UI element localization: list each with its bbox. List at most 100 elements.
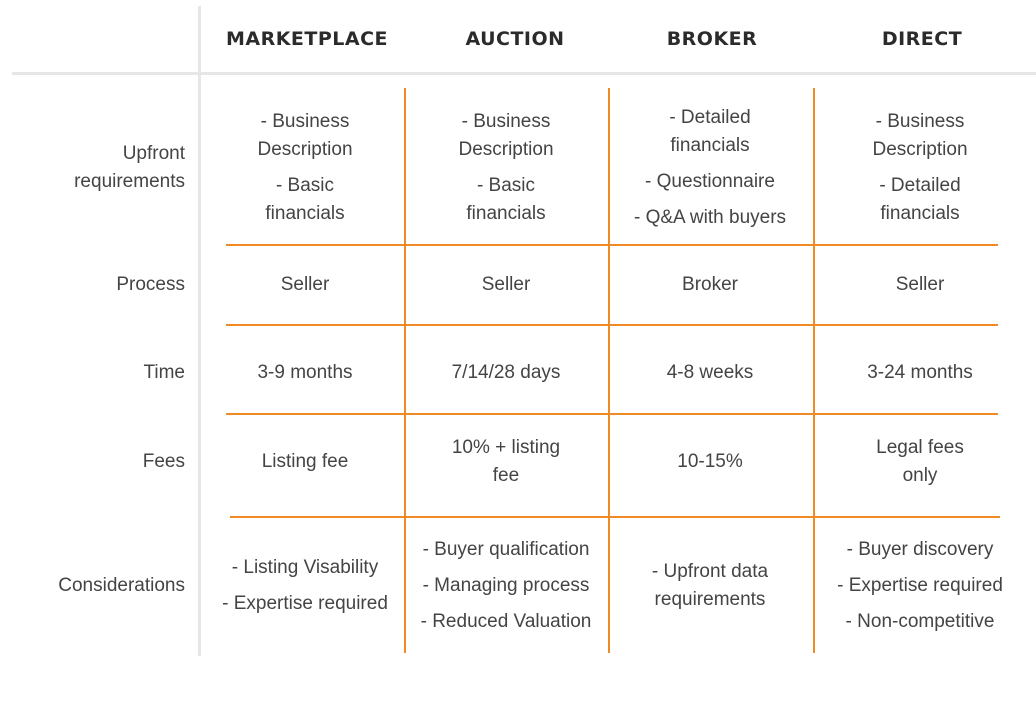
- cell-fees-marketplace: Listing fee: [205, 448, 405, 476]
- cell-text-line: 10-15%: [677, 451, 743, 472]
- cell-item: - Questionnaire: [610, 168, 810, 196]
- cell-upfront-requirements-broker: - Detailed financials - Questionnaire - Q&A…: [610, 104, 810, 232]
- cell-text-line: requirements: [654, 589, 766, 610]
- cell-time-auction: 7/14/28 days: [406, 359, 606, 387]
- cell-time-direct: 3-24 months: [820, 359, 1020, 387]
- cell-text-line: - Detailed: [669, 107, 751, 128]
- header-divider: [12, 72, 1036, 75]
- row-divider: [226, 324, 998, 326]
- cell-item: - Business Description: [205, 108, 405, 164]
- cell-considerations-auction: - Buyer qualification - Managing process -…: [406, 536, 606, 636]
- cell-item: 4-8 weeks: [610, 359, 810, 387]
- row-divider: [226, 244, 998, 246]
- cell-text-line: 4-8 weeks: [666, 362, 754, 383]
- row-label-line: requirements: [74, 171, 185, 192]
- cell-item: - Business Description: [406, 108, 606, 164]
- cell-text-line: - Buyer discovery: [846, 539, 994, 560]
- cell-item: - Basic financials: [406, 172, 606, 228]
- cell-upfront-requirements-marketplace: - Business Description - Basic financials: [205, 108, 405, 228]
- cell-item: Seller: [205, 271, 405, 299]
- cell-text-line: - Business: [461, 111, 551, 132]
- cell-text-line: financials: [670, 135, 750, 156]
- row-label-considerations: Considerations: [58, 572, 185, 600]
- row-label-upfront-requirements: Upfront requirements: [74, 140, 185, 196]
- cell-text-line: - Upfront data: [651, 561, 769, 582]
- cell-text-line: - Expertise required: [837, 575, 1003, 596]
- cell-item: 10% + listing fee: [406, 434, 606, 490]
- cell-text-line: Seller: [481, 274, 531, 295]
- cell-text-line: 7/14/28 days: [451, 362, 561, 383]
- row-label-line: Upfront: [122, 143, 185, 164]
- column-divider: [813, 88, 815, 653]
- cell-process-broker: Broker: [610, 271, 810, 299]
- cell-text-line: - Q&A with buyers: [633, 207, 787, 228]
- cell-considerations-direct: - Buyer discovery - Expertise required - N…: [820, 536, 1020, 636]
- cell-item: - Non-competitive: [820, 608, 1020, 636]
- cell-item: Seller: [406, 271, 606, 299]
- row-divider: [230, 516, 1000, 518]
- cell-text-line: 3-9 months: [257, 362, 353, 383]
- cell-text-line: Listing fee: [261, 451, 349, 472]
- cell-item: Broker: [610, 271, 810, 299]
- cell-item: - Detailed financials: [820, 172, 1020, 228]
- cell-text-line: Description: [458, 139, 554, 160]
- cell-item: Legal fees only: [820, 434, 1020, 490]
- cell-text-line: Seller: [280, 274, 330, 295]
- cell-process-direct: Seller: [820, 271, 1020, 299]
- cell-time-marketplace: 3-9 months: [205, 359, 405, 387]
- cell-fees-broker: 10-15%: [610, 448, 810, 476]
- cell-text-line: financials: [880, 203, 960, 224]
- row-label-line: Considerations: [58, 575, 185, 596]
- cell-item: - Upfront data requirements: [610, 558, 810, 614]
- cell-text-line: only: [902, 465, 938, 486]
- cell-item: - Q&A with buyers: [610, 204, 810, 232]
- cell-item: 3-24 months: [820, 359, 1020, 387]
- cell-process-marketplace: Seller: [205, 271, 405, 299]
- cell-text-line: - Business: [260, 111, 350, 132]
- cell-text-line: - Expertise required: [222, 593, 388, 614]
- cell-item: - Buyer qualification: [406, 536, 606, 564]
- cell-process-auction: Seller: [406, 271, 606, 299]
- cell-item: - Business Description: [820, 108, 1020, 164]
- cell-text-line: - Listing Visability: [231, 557, 379, 578]
- cell-considerations-marketplace: - Listing Visability - Expertise required: [205, 554, 405, 618]
- cell-item: - Expertise required: [820, 572, 1020, 600]
- cell-item: - Detailed financials: [610, 104, 810, 160]
- column-divider: [404, 88, 406, 653]
- row-divider: [226, 413, 998, 415]
- cell-item: - Expertise required: [205, 590, 405, 618]
- cell-text-line: Description: [257, 139, 353, 160]
- cell-text-line: financials: [265, 203, 345, 224]
- cell-text-line: - Basic: [476, 175, 536, 196]
- row-label-line: Process: [116, 274, 185, 295]
- cell-text-line: Legal fees: [876, 437, 964, 458]
- column-header-marketplace: MARKETPLACE: [225, 28, 389, 50]
- row-label-line: Fees: [142, 451, 185, 472]
- column-header-direct: DIRECT: [881, 28, 963, 50]
- cell-text-line: - Questionnaire: [645, 171, 775, 192]
- cell-text-line: - Reduced Valuation: [420, 611, 592, 632]
- column-divider: [608, 88, 610, 653]
- cell-item: 7/14/28 days: [406, 359, 606, 387]
- row-label-line: Time: [143, 362, 185, 383]
- cell-upfront-requirements-auction: - Business Description - Basic financials: [406, 108, 606, 228]
- cell-text-line: Seller: [895, 274, 945, 295]
- column-header-broker: BROKER: [666, 28, 758, 50]
- cell-text-line: Description: [872, 139, 968, 160]
- cell-item: - Managing process: [406, 572, 606, 600]
- cell-item: - Reduced Valuation: [406, 608, 606, 636]
- cell-time-broker: 4-8 weeks: [610, 359, 810, 387]
- cell-text-line: financials: [466, 203, 546, 224]
- cell-item: - Listing Visability: [205, 554, 405, 582]
- row-label-fees: Fees: [143, 448, 185, 476]
- cell-text-line: 3-24 months: [867, 362, 973, 383]
- row-label-time: Time: [143, 359, 185, 387]
- cell-text-line: - Detailed: [879, 175, 961, 196]
- cell-fees-auction: 10% + listing fee: [406, 434, 606, 490]
- cell-text-line: - Business: [875, 111, 965, 132]
- row-label-process: Process: [116, 271, 185, 299]
- cell-item: Listing fee: [205, 448, 405, 476]
- cell-fees-direct: Legal fees only: [820, 434, 1020, 490]
- cell-text-line: - Basic: [275, 175, 335, 196]
- cell-item: 3-9 months: [205, 359, 405, 387]
